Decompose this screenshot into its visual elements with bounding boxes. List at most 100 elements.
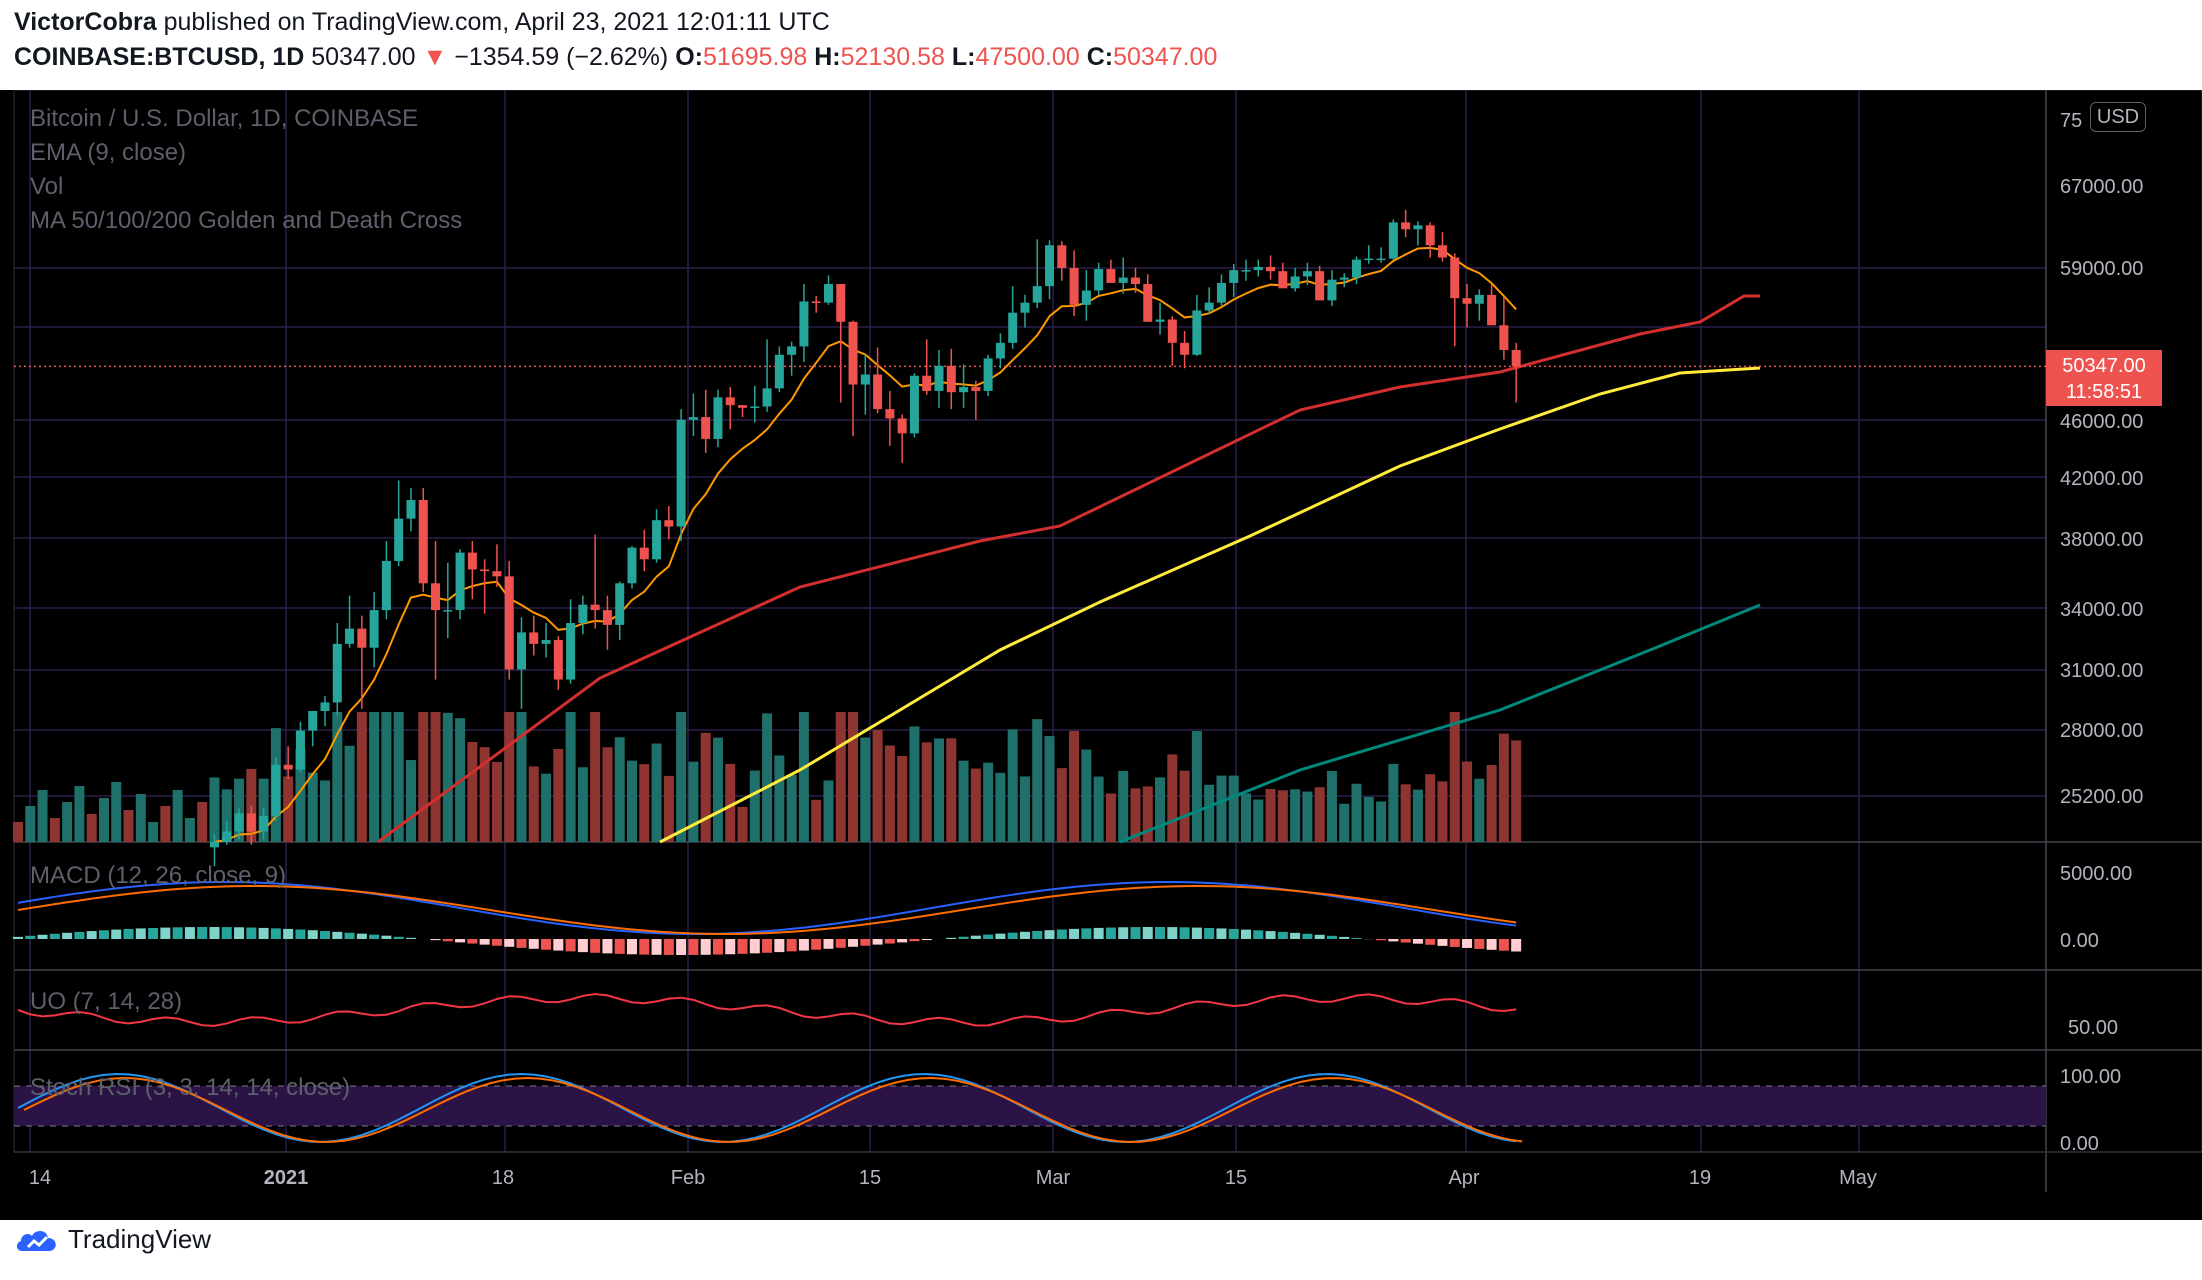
- volume-bar: [553, 749, 564, 842]
- macd-hist-bar: [62, 932, 73, 939]
- volume-bar: [344, 745, 355, 842]
- macd-hist-bar: [725, 939, 736, 955]
- author-name[interactable]: VictorCobra: [14, 8, 157, 36]
- macd-hist-bar: [86, 931, 97, 939]
- volume-bar: [49, 818, 60, 842]
- macd-hist-bar: [970, 935, 981, 939]
- candle-body: [1229, 270, 1239, 283]
- macd-hist-bar: [270, 928, 281, 939]
- ohlc-line: COINBASE:BTCUSD, 1D 50347.00 ▼ −1354.59 …: [14, 43, 1217, 72]
- macd-hist-bar: [1302, 933, 1313, 939]
- macd-hist-bar: [504, 939, 515, 947]
- volume-bar: [688, 761, 699, 842]
- macd-hist-bar: [553, 939, 564, 951]
- ema-legend[interactable]: EMA (9, close): [30, 139, 187, 166]
- candle-body: [1032, 286, 1042, 303]
- symbol-label: COINBASE:BTCUSD, 1D: [14, 43, 305, 71]
- macd-hist-bar: [565, 939, 576, 952]
- volume-bar: [639, 764, 650, 842]
- macd-hist-bar: [491, 939, 502, 946]
- candle-body: [1425, 225, 1435, 246]
- macd-hist-bar: [663, 939, 674, 955]
- candle-body: [799, 301, 809, 347]
- macd-hist-bar: [1093, 927, 1104, 939]
- volume-bar: [1498, 733, 1509, 842]
- stoch-k-line: [17, 1072, 1517, 1143]
- volume-bar: [1425, 774, 1436, 842]
- price-tick-label: 46000.00: [2060, 411, 2143, 433]
- macd-hist-bar: [786, 939, 797, 952]
- volume-bar: [541, 773, 552, 842]
- macd-hist-bar: [884, 939, 895, 944]
- uo-legend[interactable]: UO (7, 14, 28): [30, 988, 183, 1015]
- macd-hist-bar: [921, 939, 932, 941]
- candle-body: [1241, 270, 1251, 272]
- time-tick-label: 15: [1225, 1167, 1247, 1189]
- publish-info: published on TradingView.com, April 23, …: [156, 8, 830, 36]
- macd-hist-bar: [712, 939, 723, 955]
- candle-body: [750, 406, 760, 408]
- candle-body: [455, 552, 465, 611]
- header-bar: [0, 0, 2202, 90]
- candle-body: [1167, 319, 1177, 343]
- time-tick-label: May: [1839, 1167, 1877, 1189]
- candle-body: [873, 374, 883, 410]
- macd-hist-bar: [98, 930, 109, 939]
- high-label: H:: [814, 43, 841, 71]
- macd-legend[interactable]: MACD (12, 26, close, 9): [30, 862, 287, 889]
- volume-bar: [430, 712, 441, 842]
- macd-hist-bar: [577, 939, 588, 953]
- chart-canvas[interactable]: 75 67000.00 59000.00 46000.00 42000.00 38000.…: [0, 90, 2202, 1220]
- volume-bar: [774, 755, 785, 842]
- candle-body: [1327, 279, 1337, 301]
- macd-hist-bar: [405, 937, 416, 939]
- stoch-legend[interactable]: Stoch RSI (3, 3, 14, 14, close): [30, 1074, 351, 1101]
- candle-body: [1130, 277, 1140, 284]
- vol-legend[interactable]: Vol: [30, 173, 64, 200]
- volume-bar: [1081, 749, 1092, 842]
- candle-body: [1487, 294, 1497, 326]
- macd-histogram: [13, 927, 1522, 955]
- volume-bar: [934, 738, 944, 842]
- last-price: 50347.00: [311, 43, 416, 71]
- price-tick-label: 25200.00: [2060, 786, 2143, 808]
- volume-bar: [1376, 801, 1387, 842]
- volume-bar: [663, 775, 674, 842]
- macd-hist-bar: [111, 929, 122, 939]
- stoch-tick-label: 0.00: [2060, 1133, 2099, 1155]
- candle-body: [823, 283, 833, 303]
- candle-body: [664, 520, 674, 527]
- candle-body: [332, 643, 342, 703]
- currency-badge[interactable]: USD: [2090, 102, 2146, 132]
- candle-body: [1376, 258, 1386, 261]
- price-tick-label: 28000.00: [2060, 720, 2143, 742]
- macd-hist-bar: [1216, 928, 1227, 939]
- candle-body: [639, 547, 649, 560]
- macd-hist-bar: [909, 939, 920, 942]
- volume-bar: [737, 806, 748, 842]
- volume-bar: [1069, 730, 1080, 842]
- moving-averages: [14, 246, 2046, 844]
- macd-hist-bar: [872, 939, 883, 945]
- volume-bar: [1056, 768, 1067, 842]
- volume-bar: [958, 760, 969, 842]
- candle-body: [1045, 245, 1055, 287]
- candle-body: [1388, 222, 1398, 259]
- volume-bar: [1400, 784, 1411, 842]
- macd-hist-bar: [135, 928, 146, 939]
- macd-hist-bar: [344, 932, 355, 939]
- candle-body: [234, 813, 244, 832]
- ma-legend[interactable]: MA 50/100/200 Golden and Death Cross: [30, 207, 463, 234]
- candle-body: [1315, 271, 1325, 301]
- last-price-value: 50347.00: [2062, 355, 2146, 377]
- volume-bar: [1388, 763, 1399, 842]
- last-price-tag: 50347.00 11:58:51: [2046, 350, 2162, 406]
- macd-hist-bar: [651, 939, 662, 955]
- tradingview-logo[interactable]: TradingView: [14, 1224, 211, 1255]
- stoch-band: [14, 1086, 2046, 1126]
- stoch-d-line: [23, 1076, 1523, 1143]
- candle-body: [1081, 290, 1091, 305]
- symbol-legend[interactable]: Bitcoin / U.S. Dollar, 1D, COINBASE: [30, 105, 419, 132]
- macd-hist-bar: [467, 939, 478, 944]
- ma100-line: [659, 366, 1761, 844]
